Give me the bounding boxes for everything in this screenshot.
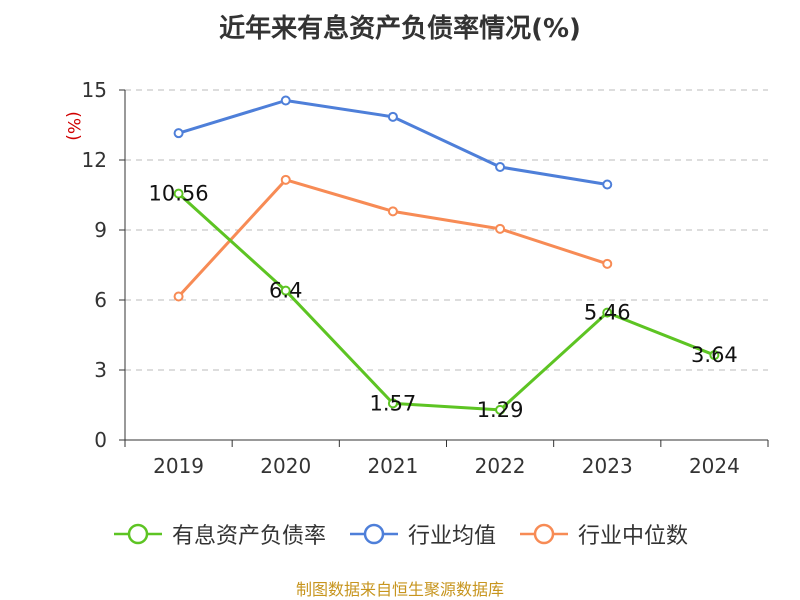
legend-item-industry-mean[interactable]: 行业均值 (348, 518, 496, 550)
y-tick-label: 0 (94, 428, 107, 452)
data-label: 10.56 (149, 182, 209, 206)
data-point-green (495, 404, 506, 415)
series-line-orange (177, 178, 608, 298)
data-point-blue (173, 128, 184, 139)
x-tick-label: 2022 (475, 454, 526, 478)
data-point-green (709, 350, 720, 361)
source-note: 制图数据来自恒生聚源数据库 (295, 580, 504, 599)
data-point-green (602, 307, 613, 318)
data-label: 1.29 (477, 398, 524, 422)
data-label: 5.46 (584, 301, 631, 325)
y-axis-unit-label: (%) (63, 111, 83, 140)
y-tick-label: 12 (82, 148, 107, 172)
legend-label: 有息资产负债率 (171, 524, 326, 549)
data-label: 3.64 (691, 343, 738, 367)
data-label: 1.57 (370, 391, 417, 415)
legend-marker-orange (520, 523, 568, 545)
x-tick-label: 2019 (153, 454, 204, 478)
legend: 有息资产负债率 行业均值 行业中位数 (0, 518, 800, 550)
y-tick-label: 15 (82, 78, 107, 102)
chart-title: 近年来有息资产负债率情况(%) (219, 14, 581, 44)
data-point-green (387, 398, 398, 409)
x-tick-label: 2023 (582, 454, 633, 478)
x-tick-label: 2021 (367, 454, 418, 478)
data-point-blue (280, 95, 291, 106)
data-point-blue (495, 162, 506, 172)
legend-label: 行业均值 (407, 524, 496, 549)
data-point-blue (387, 111, 398, 122)
data-point-orange (495, 223, 506, 234)
data-point-green (173, 188, 184, 199)
legend-label: 行业中位数 (578, 524, 689, 549)
legend-item-interest-debt-ratio[interactable]: 有息资产负债率 (112, 518, 326, 550)
y-tick-label: 6 (94, 288, 107, 312)
legend-item-industry-median[interactable]: 行业中位数 (518, 518, 688, 550)
legend-marker-green (113, 523, 162, 545)
x-tick-label: 2020 (260, 454, 311, 478)
series-line-green (177, 192, 715, 412)
data-label: 6.4 (269, 279, 302, 303)
data-point-orange (173, 291, 184, 302)
data-point-orange (280, 174, 291, 185)
y-tick-label: 3 (94, 358, 107, 382)
data-point-orange (602, 258, 613, 269)
legend-marker-blue (349, 523, 398, 545)
x-tick-label: 2024 (689, 454, 740, 478)
data-point-blue (602, 179, 613, 190)
y-tick-label: 9 (94, 218, 107, 242)
data-point-green (280, 285, 291, 296)
data-point-orange (387, 206, 398, 217)
